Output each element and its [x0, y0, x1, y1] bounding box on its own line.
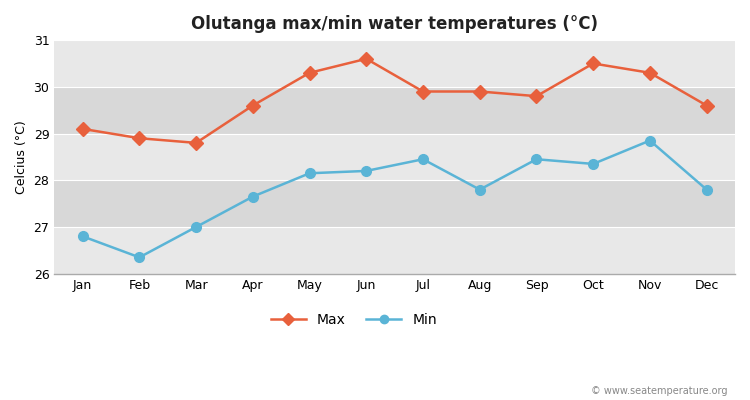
Bar: [54, 180, 735, 227]
Bar: [54, 87, 735, 134]
Bar: [54, 40, 735, 87]
Y-axis label: Celcius (°C): Celcius (°C): [15, 120, 28, 194]
Text: © www.seatemperature.org: © www.seatemperature.org: [591, 386, 728, 396]
Bar: [54, 227, 735, 274]
Bar: [54, 134, 735, 180]
Legend: Max, Min: Max, Min: [266, 307, 442, 332]
Title: Olutanga max/min water temperatures (°C): Olutanga max/min water temperatures (°C): [191, 15, 598, 33]
